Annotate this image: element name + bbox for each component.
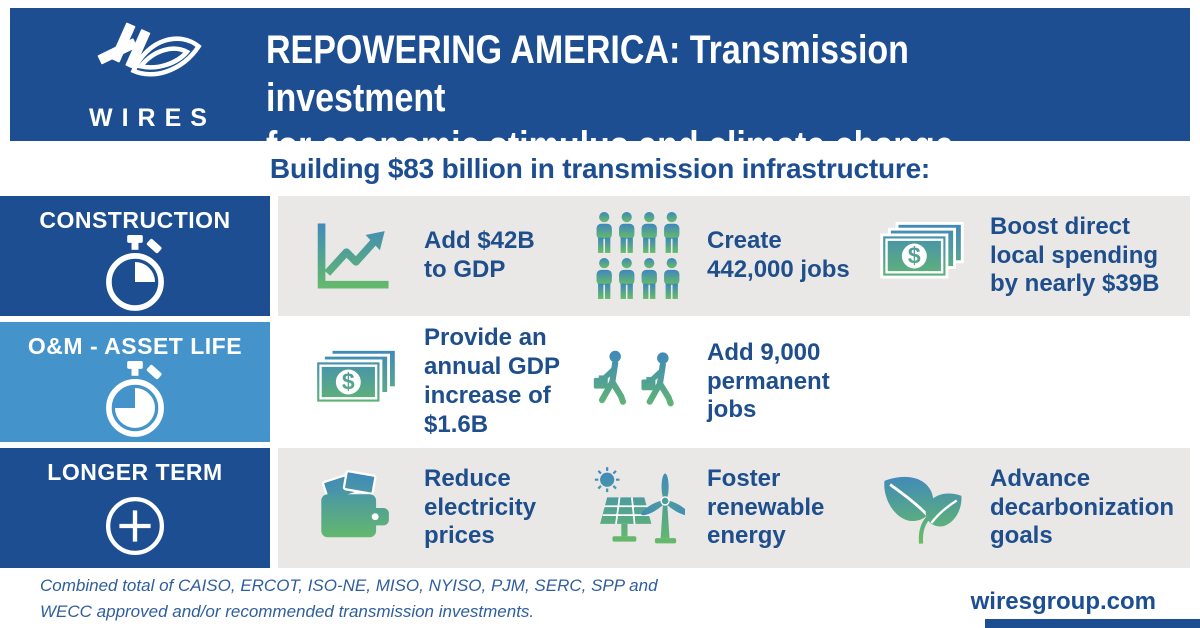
website-url: wiresgroup.com — [970, 588, 1156, 615]
stopwatch-threequarter-icon — [106, 361, 164, 437]
wires-logo-mark-icon — [97, 22, 202, 77]
stopwatch-quarter-icon — [106, 235, 164, 311]
stat-text: Add $42B to GDP — [424, 227, 535, 283]
row-label-text: CONSTRUCTION — [39, 207, 231, 233]
banner: Building $83 billion in transmission inf… — [0, 141, 1200, 196]
wires-logo-text: WIRES — [89, 104, 216, 132]
stat-item: Add 9,000 permanent jobs — [593, 339, 876, 425]
money-bills-icon: $ — [310, 346, 402, 418]
renewable-energy-icon — [593, 466, 685, 550]
svg-text:$: $ — [908, 243, 921, 269]
row-label-construction: CONSTRUCTION — [0, 196, 270, 316]
stat-text: Boost direct local spending by nearly $3… — [990, 212, 1160, 298]
people-group-icon — [593, 212, 685, 300]
stat-item: Add $42B to GDP — [310, 217, 593, 295]
row-label-text: O&M - ASSET LIFE — [27, 333, 243, 359]
stat-item: Advance decarbonization goals — [876, 465, 1174, 551]
row-construction: CONSTRUCTION — [0, 196, 1190, 316]
footer-note: Combined total of CAISO, ERCOT, ISO-NE, … — [40, 576, 658, 621]
stat-text: Provide an annual GDP increase of $1.6B — [424, 324, 561, 438]
wires-logo: WIRES — [80, 22, 216, 133]
row-om-asset-life: O&M - ASSET LIFE — [0, 322, 1190, 442]
stat-text: Reduce electricity prices — [424, 464, 537, 550]
leaves-icon — [876, 471, 968, 545]
banner-title: Building $83 billion in transmission inf… — [269, 152, 931, 184]
money-bills-icon: $ — [876, 220, 968, 292]
header-band: WIRES REPOWERING AMERICA: Transmission i… — [10, 8, 1190, 168]
stat-item: Create 442,000 jobs — [593, 212, 876, 300]
stat-item: $ Provide an annual GDP increase of $1.6… — [310, 324, 593, 439]
row-construction-content: Add $42B to GDP — [278, 196, 1190, 316]
row-om-content: $ Provide an annual GDP increase of $1.6… — [278, 322, 1190, 442]
stat-item: Foster renewable energy — [593, 465, 876, 551]
stat-text: Add 9,000 permanent jobs — [707, 338, 830, 424]
stat-text: Create 442,000 jobs — [707, 227, 850, 283]
row-longer-term: LONGER TERM — [0, 448, 1190, 568]
stat-item: Reduce electricity prices — [310, 465, 593, 551]
row-label-om: O&M - ASSET LIFE — [0, 322, 270, 442]
plus-circle-icon — [105, 496, 165, 556]
footer: Combined total of CAISO, ERCOT, ISO-NE, … — [0, 568, 1200, 628]
stat-item: $ Boost direct local spending by nearly … — [876, 213, 1159, 299]
svg-text:$: $ — [342, 369, 355, 395]
row-label-longer-term: LONGER TERM — [0, 448, 270, 568]
wallet-icon — [310, 468, 402, 548]
growth-chart-icon — [310, 217, 402, 295]
stat-text: Foster renewable energy — [707, 464, 825, 550]
row-label-text: LONGER TERM — [47, 459, 223, 485]
corner-accent-bar — [985, 619, 1200, 628]
walking-workers-icon — [593, 342, 685, 422]
row-longer-term-content: Reduce electricity prices — [278, 448, 1190, 568]
stat-text: Advance decarbonization goals — [990, 464, 1175, 550]
